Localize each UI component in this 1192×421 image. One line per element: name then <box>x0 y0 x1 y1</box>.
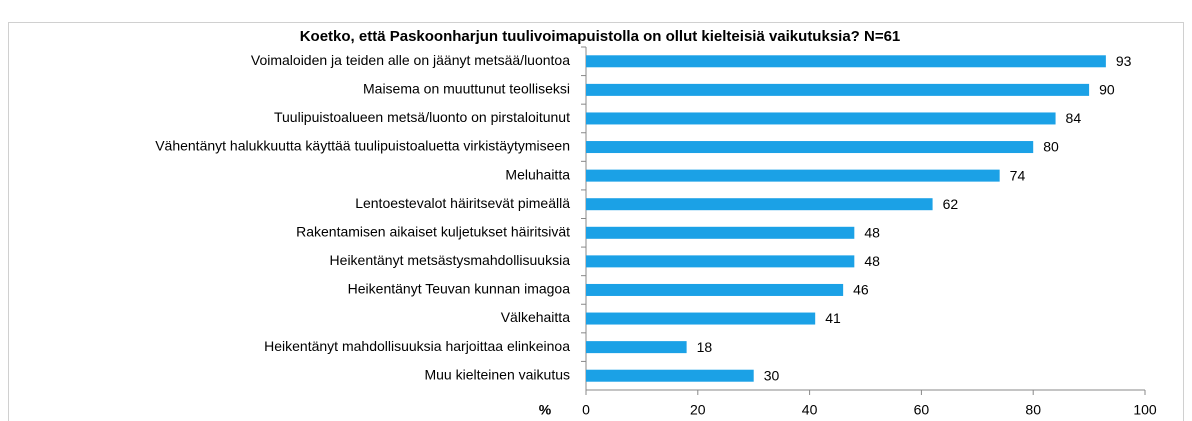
value-label: 18 <box>697 339 713 355</box>
x-tick-label: 60 <box>914 402 930 418</box>
y-tick-label: Vähentänyt halukkuutta käyttää tuulipuis… <box>155 138 570 154</box>
chart-frame <box>8 22 1184 421</box>
value-label: 48 <box>864 253 880 269</box>
bar <box>586 55 1106 68</box>
value-label: 48 <box>864 224 880 240</box>
bar <box>586 283 844 296</box>
y-tick-label: Muu kielteinen vaikutus <box>424 366 570 382</box>
x-tick-label: 0 <box>582 402 590 418</box>
y-tick-label: Voimaloiden ja teiden alle on jäänyt met… <box>251 52 570 68</box>
x-tick-label: 40 <box>802 402 818 418</box>
bar <box>586 369 754 382</box>
y-tick-label: Heikentänyt Teuvan kunnan imagoa <box>348 281 571 297</box>
y-tick-label: Maisema on muuttunut teolliseksi <box>363 81 570 97</box>
bar <box>586 226 855 239</box>
value-label: 90 <box>1099 82 1115 98</box>
bar <box>586 198 933 211</box>
value-label: 74 <box>1010 167 1026 183</box>
bar <box>586 312 816 325</box>
x-tick-label: 80 <box>1025 402 1041 418</box>
bar <box>586 255 855 268</box>
value-label: 41 <box>825 310 841 326</box>
value-label: 30 <box>764 367 780 383</box>
x-axis-label: % <box>539 402 552 418</box>
value-label: 62 <box>943 196 959 212</box>
bar <box>586 112 1056 125</box>
value-label: 84 <box>1066 110 1082 126</box>
y-tick-label: Meluhaitta <box>505 166 570 182</box>
y-tick-label: Heikentänyt mahdollisuuksia harjoittaa e… <box>264 338 570 354</box>
y-tick-label: Tuulipuistoalueen metsä/luonto on pirsta… <box>274 109 570 125</box>
y-tick-label: Rakentamisen aikaiset kuljetukset häirit… <box>296 223 570 239</box>
value-label: 93 <box>1116 53 1132 69</box>
value-label: 46 <box>853 282 869 298</box>
y-tick-label: Välkehaitta <box>501 309 570 325</box>
bar <box>586 83 1090 96</box>
x-tick-label: 20 <box>690 402 706 418</box>
bar <box>586 141 1034 154</box>
x-tick-label: 100 <box>1133 402 1157 418</box>
chart-title: Koetko, että Paskoonharjun tuulivoimapui… <box>300 28 901 45</box>
bar <box>586 169 1000 182</box>
bar <box>586 341 687 354</box>
y-tick-label: Lentoestevalot häiritsevät pimeällä <box>355 195 570 211</box>
y-tick-label: Heikentänyt metsästysmahdollisuuksia <box>330 252 571 268</box>
value-label: 80 <box>1043 139 1059 155</box>
